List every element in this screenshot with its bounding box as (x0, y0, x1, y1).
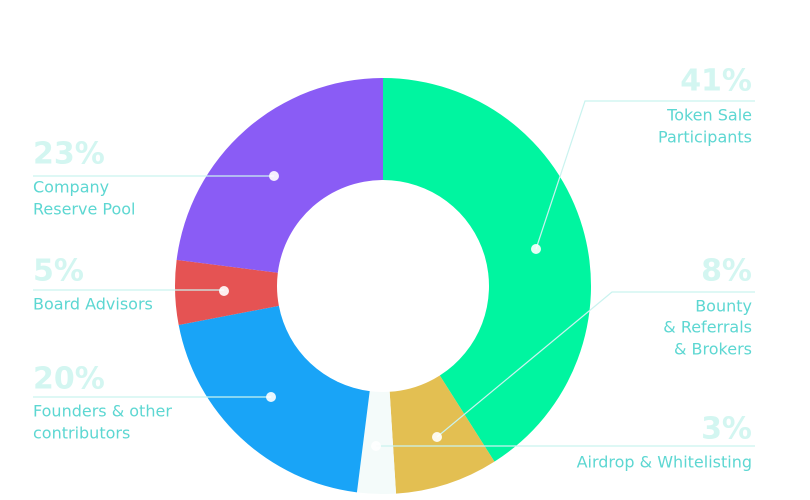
category-label: Participants (658, 128, 752, 147)
donut-segment (383, 78, 591, 462)
category-label: Company (33, 178, 109, 197)
leader-dot (266, 392, 276, 402)
leader-dot (269, 171, 279, 181)
category-label: Founders & other (33, 402, 172, 421)
leader-line (535, 100, 755, 250)
category-label: Airdrop & Whitelisting (577, 453, 752, 472)
leader-line (436, 291, 755, 438)
donut-segment (389, 375, 495, 494)
percent-label: 20% (33, 362, 105, 397)
leader-dot (371, 441, 381, 451)
percent-label: 41% (680, 64, 752, 99)
percent-label: 8% (701, 254, 752, 289)
leader-dot (531, 244, 541, 254)
category-label: & Referrals (663, 318, 752, 337)
donut-segment (176, 78, 383, 273)
leader-dot (219, 286, 229, 296)
percent-label: 3% (701, 412, 752, 447)
category-label: Token Sale (666, 106, 752, 125)
category-label: Bounty (695, 297, 752, 316)
category-label: Board Advisors (33, 295, 153, 314)
percent-label: 23% (33, 137, 105, 172)
leader-dot (432, 432, 442, 442)
percent-label: 5% (33, 254, 84, 289)
category-label: contributors (33, 424, 130, 443)
category-label: & Brokers (674, 340, 752, 359)
category-label: Reserve Pool (33, 200, 136, 219)
